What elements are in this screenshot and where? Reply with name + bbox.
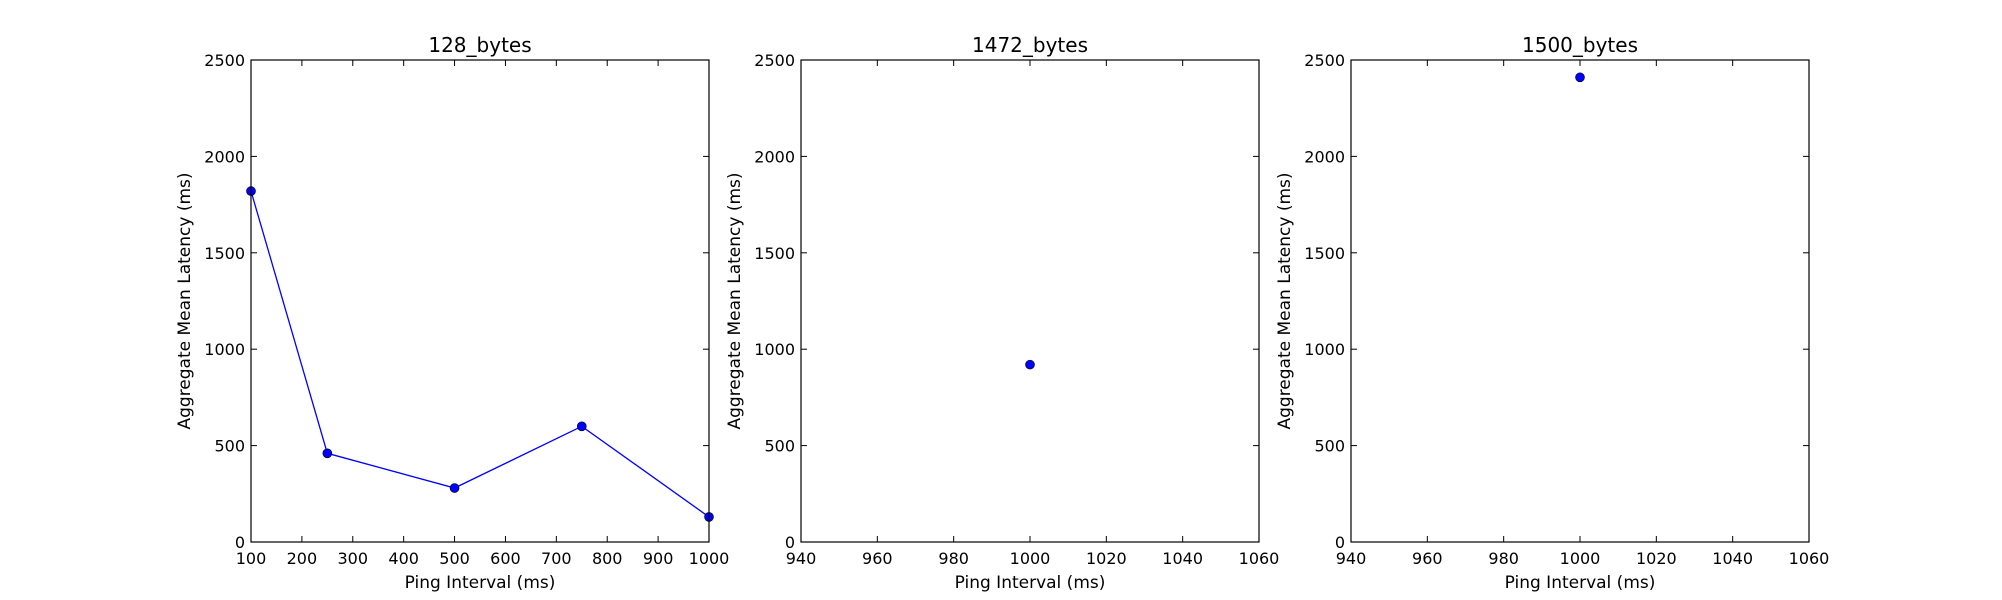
x-axis-label: Ping Interval (ms): [1505, 573, 1656, 593]
x-axis-label: Ping Interval (ms): [405, 573, 556, 593]
x-tick-label: 900: [643, 549, 674, 568]
x-tick-label: 1040: [1712, 549, 1753, 568]
x-axis-label: Ping Interval (ms): [955, 573, 1106, 593]
x-tick-label: 1000: [1560, 549, 1601, 568]
data-point: [576, 421, 587, 432]
x-tick-label: 1020: [1086, 549, 1127, 568]
x-tick-label: 940: [786, 549, 817, 568]
y-axis-label: Aggregate Mean Latency (ms): [175, 172, 195, 429]
y-tick-label: 2000: [1304, 147, 1345, 166]
y-tick-label: 0: [235, 533, 245, 552]
y-tick-label: 1500: [1304, 244, 1345, 263]
x-tick-label: 980: [1488, 549, 1519, 568]
chart-panel-1: 100 200 300 400 500 600 700 800 900 1000 0 500 1000 1…: [175, 33, 729, 593]
y-tick-label: 0: [1335, 533, 1345, 552]
x-tick-label: 400: [388, 549, 419, 568]
y-tick-label: 500: [214, 437, 245, 456]
chart-panel-3: 940 960 980 1000 1020 1040 1060 0 500 1000 1500 200…: [1275, 33, 1829, 593]
chart-panel-2: 940 960 980 1000 1020 1040 1060 0 500 1000 1500 200…: [725, 33, 1279, 593]
x-tick-label: 960: [1412, 549, 1443, 568]
x-tick-label: 1020: [1636, 549, 1677, 568]
plot-frame: [1350, 59, 1810, 543]
x-tick-label: 1060: [1239, 549, 1280, 568]
y-tick-label: 500: [764, 437, 795, 456]
x-tick-label: 940: [1336, 549, 1367, 568]
data-point: [1575, 72, 1585, 83]
y-axis-label: Aggregate Mean Latency (ms): [725, 172, 745, 429]
data-point: [1025, 359, 1035, 370]
y-tick-label: 1000: [204, 340, 245, 359]
x-tick-label: 960: [862, 549, 893, 568]
y-tick-label: 2500: [754, 51, 795, 70]
series-line: [250, 190, 710, 518]
x-tick-label: 300: [338, 549, 369, 568]
x-tick-label: 700: [541, 549, 572, 568]
x-tick-label: 800: [592, 549, 623, 568]
chart-title: 128_bytes: [428, 33, 531, 57]
x-tick-label: 600: [490, 549, 521, 568]
plot-frame: [800, 59, 1260, 543]
y-tick-label: 2500: [204, 51, 245, 70]
y-axis-label: Aggregate Mean Latency (ms): [1275, 172, 1295, 429]
chart-title: 1500_bytes: [1522, 33, 1638, 57]
x-tick-label: 1040: [1162, 549, 1203, 568]
data-point: [322, 448, 333, 459]
y-tick-label: 1000: [1304, 340, 1345, 359]
x-tick-label: 500: [439, 549, 470, 568]
y-tick-label: 1000: [754, 340, 795, 359]
x-tick-label: 1000: [1010, 549, 1051, 568]
y-tick-label: 2000: [754, 147, 795, 166]
plot-frame: [250, 59, 710, 543]
y-tick-label: 0: [785, 533, 795, 552]
data-point: [449, 483, 460, 493]
y-tick-label: 2500: [1304, 51, 1345, 70]
chart-title: 1472_bytes: [972, 33, 1088, 57]
y-tick-label: 1500: [204, 244, 245, 263]
x-tick-label: 980: [938, 549, 969, 568]
y-tick-label: 500: [1314, 437, 1345, 456]
x-tick-label: 100: [236, 549, 267, 568]
x-tick-label: 1000: [689, 549, 730, 568]
y-tick-label: 1500: [754, 244, 795, 263]
x-tick-label: 1060: [1789, 549, 1830, 568]
y-tick-label: 2000: [204, 147, 245, 166]
x-tick-label: 200: [287, 549, 318, 568]
